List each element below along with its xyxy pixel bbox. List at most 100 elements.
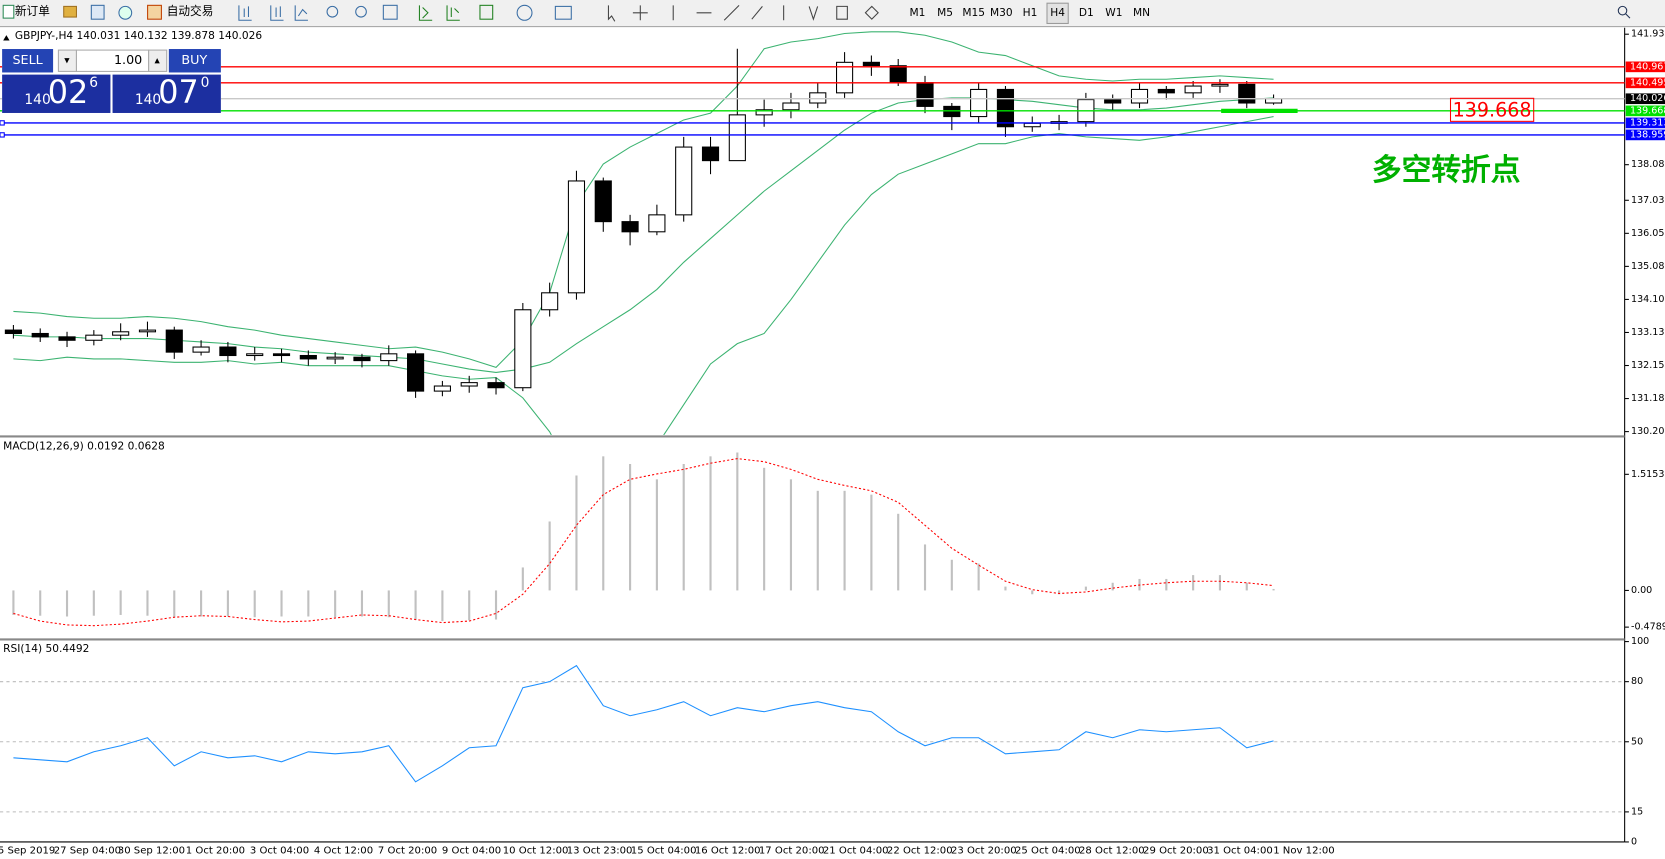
y-tick-label: 141.930	[1631, 29, 1665, 40]
macd-bar	[280, 590, 283, 617]
candle-body	[970, 88, 988, 118]
macd-bar	[12, 590, 15, 615]
timeframe[interactable]: M15	[962, 6, 985, 19]
icon	[382, 4, 398, 20]
candle-body	[192, 346, 210, 353]
level-tag	[1625, 93, 1665, 105]
x-tick-label: 4 Oct 12:00	[314, 845, 373, 856]
candle-body	[1211, 83, 1229, 87]
macd-bar	[119, 590, 122, 615]
chart-area	[0, 27, 1625, 859]
auto-trading[interactable]: 自动交易	[167, 4, 214, 18]
macd-bar	[1058, 590, 1061, 595]
macd-bar	[950, 559, 953, 591]
bollinger-lower	[13, 116, 1274, 435]
candle-body	[4, 329, 22, 335]
candle-body	[165, 329, 183, 353]
trade-panel: SELL ▾ 1.00 ▴ BUY 140 02 6 140 07 0	[2, 49, 221, 113]
bid-small: 6	[89, 75, 98, 91]
x-tick-label: 30 Sep 12:00	[118, 845, 185, 856]
timeframe[interactable]: M5	[937, 6, 953, 19]
level-label: 140.495	[1630, 77, 1665, 88]
y-tick-label: 138.080	[1631, 159, 1665, 170]
icon	[90, 4, 105, 20]
level-label: 139.313	[1630, 117, 1665, 128]
macd-bar	[65, 590, 69, 617]
macd-bar	[200, 590, 203, 617]
timeframe[interactable]: H4	[1050, 6, 1065, 19]
x-tick-label: 10 Oct 12:00	[503, 845, 569, 856]
macd-bar	[334, 590, 337, 618]
price-annotation: 139.668	[1453, 98, 1532, 121]
timeframe[interactable]: M1	[909, 6, 925, 19]
lot-increase[interactable]	[148, 49, 168, 72]
rsi-line	[13, 664, 1274, 783]
icon	[118, 5, 133, 20]
timeframe[interactable]: H1	[1023, 6, 1038, 19]
macd-bar	[1111, 582, 1114, 591]
ask-box[interactable]	[112, 74, 221, 113]
y-tick-label: 136.055	[1631, 228, 1665, 239]
x-tick-label: 22 Oct 12:00	[887, 845, 953, 856]
macd-bar	[1272, 588, 1275, 591]
candle-body	[621, 221, 639, 233]
macd-bar	[1004, 586, 1007, 591]
candle-body	[514, 309, 532, 389]
x-tick-label: 27 Sep 04:00	[54, 845, 121, 856]
y-tick-label: 135.080	[1631, 261, 1665, 272]
level-label: 138.959	[1630, 129, 1665, 140]
macd-bar	[763, 467, 766, 591]
macd-bar	[414, 590, 417, 620]
macd-bar	[1084, 586, 1087, 591]
bid-box[interactable]	[2, 74, 111, 113]
icon	[418, 5, 460, 21]
macd-bar	[548, 521, 551, 591]
candle-body	[701, 146, 720, 162]
timeframe[interactable]: M30	[990, 6, 1013, 19]
macd-bar	[307, 590, 310, 617]
candle-body	[541, 292, 559, 311]
level-tag	[1625, 105, 1665, 117]
x-tick-label: 28 Oct 12:00	[1079, 845, 1145, 856]
timeframe[interactable]: D1	[1079, 6, 1094, 19]
search-icon	[1625, 13, 1631, 19]
macd-bar	[977, 563, 980, 591]
collapse-arrow	[3, 35, 10, 41]
candle-body	[996, 88, 1015, 128]
macd-signal	[13, 458, 1274, 627]
selected-timeframe	[1046, 2, 1069, 24]
macd-bar	[494, 590, 498, 620]
y-tick-label: 15	[1631, 806, 1643, 817]
macd-bar	[602, 456, 605, 591]
candle-body	[889, 65, 907, 84]
panel-title: RSI(14) 50.4492	[3, 642, 89, 655]
macd-bar	[39, 590, 42, 616]
macd-bar	[870, 494, 873, 591]
x-tick-label: 17 Oct 20:00	[759, 845, 825, 856]
macd-bar	[468, 590, 471, 621]
macd-bar	[709, 456, 712, 591]
sell-button[interactable]	[2, 49, 54, 73]
x-tick-label: 9 Oct 04:00	[442, 845, 501, 856]
bollinger-upper	[13, 31, 1274, 368]
annotation: 多空转折点	[1372, 153, 1521, 188]
icon	[479, 4, 494, 20]
timeframe[interactable]: MN	[1133, 6, 1150, 19]
candle-body	[272, 353, 291, 357]
y-tick-label: 131.180	[1631, 393, 1665, 404]
y-tick-label: 50	[1631, 736, 1643, 747]
candle-body	[594, 180, 612, 223]
new-order[interactable]: 新订单	[15, 4, 50, 18]
x-tick-label: 7 Oct 20:00	[378, 845, 437, 856]
x-tick-label: 25 Oct 04:00	[1015, 845, 1081, 856]
candle-body	[487, 382, 505, 389]
buy-button[interactable]	[168, 49, 221, 73]
y-tick-label: 1.5153	[1631, 469, 1664, 480]
macd-bar	[1192, 575, 1195, 591]
candle-body	[728, 114, 746, 162]
timeframe[interactable]: W1	[1105, 6, 1122, 19]
icon	[355, 5, 367, 18]
candle-body	[353, 356, 371, 362]
icon	[554, 5, 572, 20]
